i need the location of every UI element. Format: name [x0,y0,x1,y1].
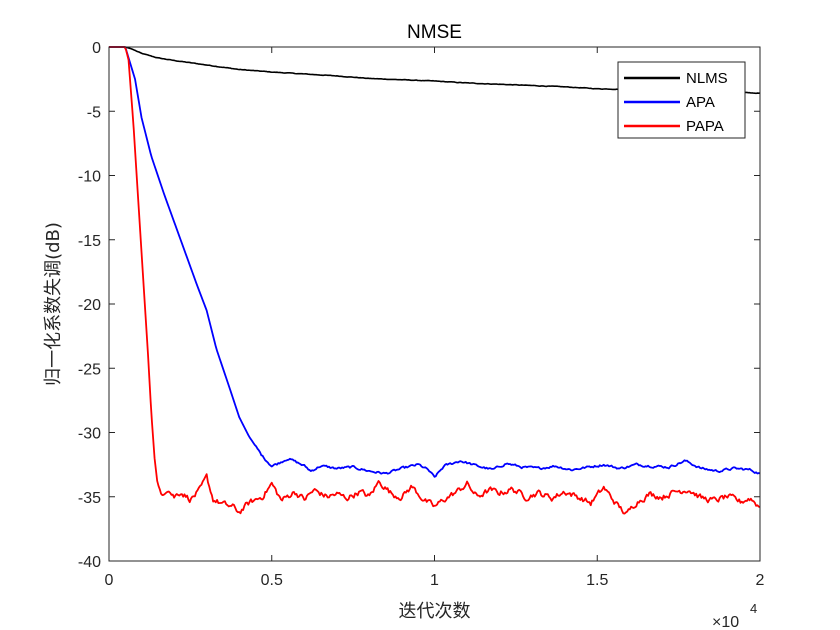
axes-layer: 0 0.5 1 1.5 2 0 -5 -10 -15 -20 -25 -30 -35 -40 [78,40,765,589]
x-tick-label: 0.5 [261,572,283,589]
y-tick-label: 0 [92,40,101,57]
y-tick-label: -35 [78,490,101,507]
y-tick-label: -40 [78,554,101,571]
x-tick-label: 0 [105,572,114,589]
y-tick-label: -15 [78,233,101,250]
legend: NLMS APA PAPA [617,61,746,139]
x-tick-label: 2 [756,572,765,589]
y-tick-label: -25 [78,361,101,378]
y-tick-label: -30 [78,426,101,443]
y-tick-label: -20 [78,297,101,314]
x-exponent: ×10 4 [712,601,757,630]
series-line-apa [109,46,761,478]
series-line-papa [109,46,761,515]
y-tick-label: -10 [78,169,101,186]
x-exponent-power: 4 [750,601,757,616]
x-exponent-base: ×10 [712,614,739,630]
legend-label-nlms: NLMS [686,70,728,87]
x-tick-label: 1 [430,572,439,589]
y-tick-label: -5 [87,104,101,121]
x-axis-label: 迭代次数 [399,601,471,622]
y-axis-label: 归一化系数失调(dB) [43,222,64,386]
x-tick-label: 1.5 [586,572,608,589]
legend-label-papa: PAPA [686,118,724,135]
legend-label-apa: APA [686,94,715,111]
chart-title: NMSE [407,22,462,43]
